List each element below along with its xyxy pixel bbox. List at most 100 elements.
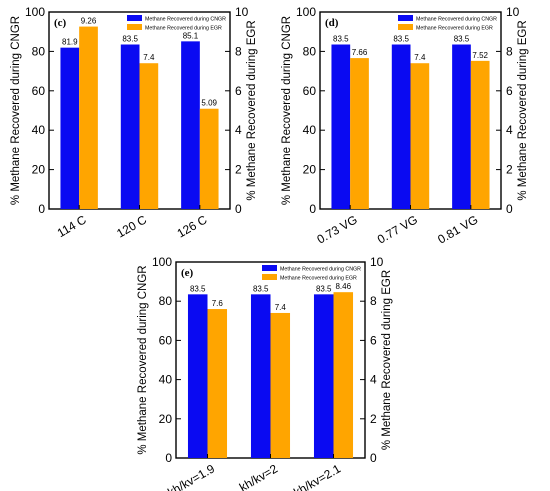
- bar-cngr: [187, 294, 208, 458]
- y-tick-label: 0: [165, 451, 172, 465]
- bar-label-egr: 7.6: [212, 299, 224, 308]
- bar-cngr: [120, 44, 140, 209]
- y2-tick-label: 0: [370, 451, 377, 465]
- bar-cngr: [331, 44, 351, 209]
- legend-label: Methane Recovered during CNGR: [145, 17, 226, 23]
- y2-tick-label: 6: [506, 84, 513, 98]
- bar-label-egr: 9.26: [81, 17, 97, 26]
- legend-label: Methane Recovered during EGR: [416, 26, 493, 32]
- panel-label: (c): [54, 17, 67, 29]
- y2-tick-label: 10: [370, 255, 384, 269]
- y2-tick-label: 6: [370, 333, 377, 347]
- y2-tick-label: 4: [235, 123, 242, 137]
- x-tick-label: 114 C: [55, 212, 89, 240]
- y-tick-label: 20: [159, 412, 173, 426]
- legend-swatch: [262, 265, 277, 271]
- bar-label-cngr: 83.5: [393, 35, 409, 44]
- y2-tick-label: 4: [506, 123, 513, 137]
- y-tick-label: 20: [32, 163, 46, 177]
- y2-tick-label: 10: [506, 5, 520, 19]
- y-tick-label: 0: [38, 202, 45, 216]
- bar-cngr: [60, 47, 80, 210]
- bar-label-cngr: 83.5: [122, 35, 138, 44]
- y-tick-label: 80: [159, 294, 173, 308]
- bar-egr: [199, 108, 219, 209]
- y2-axis-title: % Methane Recovered during EGR: [246, 20, 258, 200]
- bar-egr: [79, 26, 98, 209]
- y2-axis-title: % Methane Recovered during EGR: [381, 270, 393, 450]
- legend-label: Methane Recovered during EGR: [280, 276, 357, 282]
- y2-tick-label: 2: [235, 163, 242, 177]
- x-tick-label: 120 C: [114, 212, 149, 240]
- x-tick-label: kh/kv=2: [237, 461, 280, 491]
- legend-swatch: [262, 274, 277, 280]
- y-tick-label: 100: [152, 255, 172, 269]
- bar-label-egr: 7.4: [275, 303, 287, 312]
- y2-tick-label: 2: [370, 412, 377, 426]
- y-tick-label: 40: [159, 373, 173, 387]
- y-tick-label: 100: [296, 5, 316, 19]
- y-tick-label: 80: [303, 44, 317, 58]
- bar-egr: [270, 312, 291, 458]
- y2-tick-label: 8: [235, 44, 242, 58]
- bar-egr: [333, 292, 354, 458]
- legend-label: Methane Recovered during EGR: [145, 26, 222, 32]
- y2-axis-title: % Methane Recovered during EGR: [517, 20, 529, 200]
- y-axis-title: % Methane Recovered during CNGR: [137, 265, 149, 454]
- legend-swatch: [398, 15, 413, 21]
- x-tick-label: kh/kv=1.9: [165, 461, 217, 491]
- y-tick-label: 20: [303, 163, 317, 177]
- bar-cngr: [181, 41, 200, 210]
- y-tick-label: 100: [25, 5, 45, 19]
- bar-label-egr: 5.09: [201, 99, 217, 108]
- bar-cngr: [452, 44, 471, 209]
- bar-label-cngr: 83.5: [253, 284, 269, 293]
- bar-egr: [350, 58, 369, 210]
- bar-label-cngr: 83.5: [190, 284, 206, 293]
- y2-tick-label: 2: [506, 163, 513, 177]
- y2-tick-label: 10: [235, 5, 249, 19]
- bar-label-egr: 7.66: [352, 48, 368, 57]
- y2-tick-label: 6: [235, 84, 242, 98]
- legend-label: Methane Recovered during CNGR: [280, 267, 361, 273]
- x-tick-label: 0.81 VG: [435, 212, 480, 246]
- bar-cngr: [250, 294, 271, 458]
- bar-label-egr: 8.46: [335, 282, 351, 291]
- panel-label: (e): [181, 267, 194, 279]
- x-tick-label: 126 C: [175, 212, 210, 240]
- bar-label-cngr: 83.5: [454, 35, 470, 44]
- y-tick-label: 60: [303, 84, 317, 98]
- x-tick-label: kh/kv=2.1: [291, 461, 343, 491]
- bar-label-egr: 7.4: [414, 53, 426, 62]
- x-tick-label: 0.77 VG: [375, 212, 420, 246]
- legend-swatch: [127, 24, 142, 30]
- bar-egr: [470, 60, 490, 209]
- bar-label-cngr: 83.5: [333, 35, 349, 44]
- bar-label-egr: 7.4: [143, 53, 155, 62]
- y-tick-label: 60: [32, 84, 46, 98]
- x-tick-label: 0.73 VG: [315, 212, 360, 246]
- bar-label-egr: 7.52: [472, 51, 488, 60]
- y-tick-label: 0: [309, 202, 316, 216]
- bar-label-cngr: 83.5: [316, 284, 332, 293]
- bar-label-cngr: 85.1: [183, 31, 199, 40]
- bar-egr: [207, 309, 228, 458]
- legend-swatch: [127, 15, 142, 21]
- y-axis-title: % Methane Recovered during CNGR: [281, 16, 293, 205]
- chart-panel-1: 0 20 40 60 80 100 0 2 4 6 8 10% Methane Recovered d…: [10, 5, 258, 241]
- y-tick-label: 60: [159, 333, 173, 347]
- y-tick-label: 40: [303, 123, 317, 137]
- y2-tick-label: 4: [370, 373, 377, 387]
- y-tick-label: 40: [32, 123, 46, 137]
- legend-swatch: [398, 24, 413, 30]
- legend-label: Methane Recovered during CNGR: [416, 17, 497, 23]
- bar-label-cngr: 81.9: [62, 38, 78, 47]
- y2-tick-label: 0: [506, 202, 513, 216]
- y-tick-label: 80: [32, 44, 46, 58]
- bar-egr: [410, 63, 430, 209]
- y2-tick-label: 0: [235, 202, 242, 216]
- y2-tick-label: 8: [506, 44, 513, 58]
